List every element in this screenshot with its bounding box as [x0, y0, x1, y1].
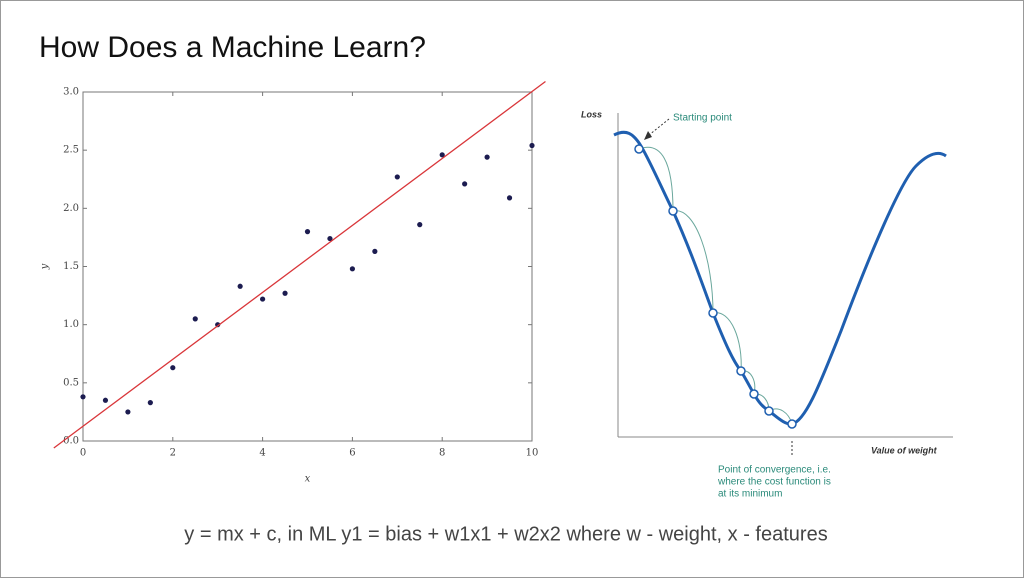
x-tick-label: 10 — [526, 448, 539, 459]
loss-curve — [613, 130, 947, 426]
loss-diagram: Loss Starting point Value of weight Poin… — [581, 109, 953, 500]
data-point — [260, 296, 266, 302]
y-tick-label: 0.5 — [63, 377, 79, 388]
y-tick-label: 0.0 — [63, 436, 79, 447]
data-point — [237, 283, 243, 289]
fit-line — [53, 81, 546, 449]
data-point — [394, 174, 400, 180]
data-point — [282, 290, 288, 296]
slide-title: How Does a Machine Learn? — [39, 31, 426, 64]
convergence-label: Point of convergence, i.e. — [718, 465, 831, 476]
data-point — [80, 394, 86, 400]
data-point — [304, 229, 311, 235]
y-tick-label: 1.5 — [63, 261, 79, 272]
data-point — [102, 397, 109, 403]
loss-label: Loss — [581, 109, 602, 119]
plot-frame — [82, 91, 533, 442]
caption: y = mx + c, in ML y1 = bias + w1x1 + w2x… — [184, 523, 827, 545]
descent-points — [634, 144, 797, 429]
data-point — [484, 154, 490, 160]
data-point — [529, 142, 535, 149]
data-point — [215, 322, 221, 328]
data-point — [439, 152, 445, 158]
data-point — [417, 222, 423, 228]
start-arrowhead — [644, 131, 652, 140]
data-point — [125, 409, 131, 415]
data-point — [372, 248, 378, 254]
convergence-label: at its minimum — [718, 489, 782, 500]
x-axis-label: x — [305, 474, 311, 485]
start-arrow — [648, 118, 670, 136]
y-tick-label: 2.0 — [63, 203, 79, 214]
x-tick-label: 2 — [170, 448, 176, 459]
data-point — [462, 181, 468, 187]
x-tick-label: 8 — [439, 448, 445, 459]
start-label: Starting point — [673, 113, 732, 124]
y-tick-label: 1.0 — [63, 319, 79, 330]
data-point — [170, 365, 176, 371]
data-point — [349, 266, 355, 272]
weight-label: Value of weight — [871, 445, 938, 455]
convergence-label: where the cost function is — [717, 477, 831, 488]
data-point — [327, 235, 333, 242]
data-point — [147, 400, 153, 406]
data-point — [506, 195, 513, 201]
x-tick-label: 6 — [349, 448, 355, 459]
x-tick-label: 0 — [80, 448, 86, 459]
y-tick-label: 3.0 — [63, 87, 79, 98]
x-tick-label: 4 — [259, 448, 265, 459]
y-tick-label: 2.5 — [63, 145, 79, 156]
data-point — [192, 316, 198, 322]
y-axis-label: y — [40, 263, 51, 270]
scatter-chart: 0.0 0.5 1.0 1.5 2.0 2.5 3.0 0 2 4 6 8 10 x y — [40, 81, 546, 485]
